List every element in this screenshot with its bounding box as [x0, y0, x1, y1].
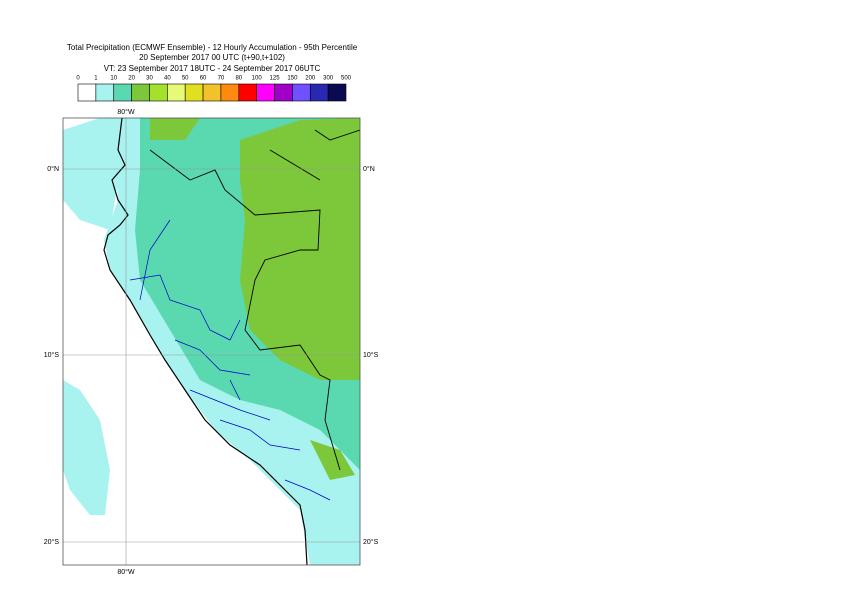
color-swatch [131, 83, 150, 102]
legend-level: 70 [218, 76, 225, 82]
lat-label: 20°S [363, 538, 379, 546]
color-swatch [77, 83, 97, 102]
legend-level: 150 [287, 76, 298, 82]
color-swatch [95, 83, 115, 102]
lon-label: 80°W [117, 108, 135, 116]
color-swatch [274, 83, 293, 102]
color-swatch [184, 83, 204, 102]
color-swatch [167, 83, 186, 102]
title: Total Precipitation (ECMWF Ensemble) - 1… [67, 43, 358, 52]
legend-level: 125 [270, 76, 281, 82]
legend-level: 500 [341, 76, 352, 82]
color-swatch [292, 83, 311, 102]
colorbar: 0 1 10 20 30 40 50 60 70 80 100 125 150 200 300 500 [76, 76, 352, 102]
legend-level: 60 [200, 76, 207, 82]
lat-label: 0°N [363, 165, 375, 173]
map-frame [62, 117, 361, 566]
legend-level: 100 [252, 76, 263, 82]
legend-level: 50 [182, 76, 189, 82]
legend-level: 30 [146, 76, 153, 82]
legend-level: 1 [94, 76, 98, 82]
legend-level: 300 [323, 76, 334, 82]
legend-level: 200 [305, 76, 316, 82]
color-swatch [309, 83, 329, 102]
lat-label: 0°N [47, 165, 59, 173]
color-swatch [327, 83, 347, 102]
lat-label: 20°S [44, 538, 60, 546]
color-swatch [238, 83, 257, 102]
color-swatch [202, 83, 222, 102]
legend-level: 40 [164, 76, 171, 82]
color-swatch [220, 83, 240, 102]
color-swatch [149, 83, 168, 102]
run-time: 20 September 2017 00 UTC (t+90,t+102) [139, 53, 285, 62]
valid-time: VT: 23 September 2017 18UTC - 24 Septemb… [104, 64, 321, 73]
lon-label: 80°W [117, 568, 135, 576]
lat-label: 10°S [44, 351, 60, 359]
legend-level: 0 [76, 76, 80, 82]
color-swatch [113, 83, 132, 102]
color-swatch [256, 83, 275, 102]
map [63, 118, 360, 565]
legend-level: 10 [110, 76, 117, 82]
legend-level: 80 [235, 76, 242, 82]
legend-level: 20 [128, 76, 135, 82]
lat-label: 10°S [363, 351, 379, 359]
